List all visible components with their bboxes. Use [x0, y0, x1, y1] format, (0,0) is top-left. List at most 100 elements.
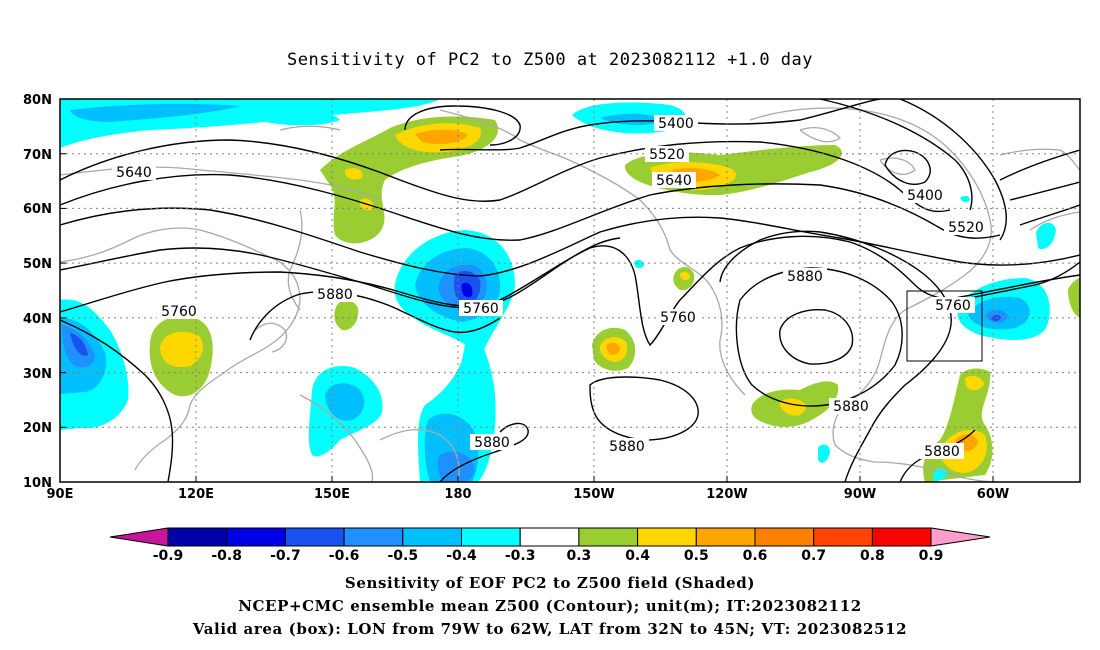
shade-region — [461, 282, 473, 298]
colorbar-label: -0.6 — [329, 548, 360, 564]
coastline — [254, 322, 288, 353]
contour-line — [60, 139, 951, 213]
colorbar-swatch — [813, 527, 873, 547]
contour-label: 5400 — [907, 188, 943, 204]
contour-label: 5880 — [317, 287, 353, 303]
colorbar-label: 0.6 — [743, 548, 768, 564]
z500-contours — [60, 99, 1080, 482]
colorbar-label: 0.9 — [919, 548, 944, 564]
shade-region — [932, 468, 948, 482]
colorbar-label: -0.3 — [505, 548, 536, 564]
contour-label: 5880 — [787, 269, 823, 285]
contour-line — [60, 235, 1080, 347]
lon-label: 120W — [706, 487, 747, 502]
contour-label: 5400 — [658, 116, 694, 132]
tick-marks — [60, 153, 994, 482]
contour-label: 5880 — [924, 444, 960, 460]
coastline — [1029, 211, 1080, 231]
contour-line — [899, 99, 1008, 241]
coastlines — [60, 107, 1080, 482]
shade-region — [965, 376, 984, 391]
contour-label: 5640 — [656, 173, 692, 189]
contour-label: 5760 — [463, 301, 499, 317]
shade-region — [960, 195, 970, 203]
shade-region — [415, 129, 468, 144]
colorbar-swatch — [402, 527, 462, 547]
shade-region — [70, 103, 240, 122]
colorbar-label: -0.7 — [270, 548, 301, 564]
contour-label: 5760 — [660, 310, 696, 326]
lat-label: 50N — [23, 257, 52, 272]
colorbar-label: -0.9 — [153, 548, 184, 564]
colorbar-label: -0.8 — [211, 548, 242, 564]
colorbar-swatch — [226, 527, 286, 547]
longitude-labels: 90E 120E 150E 180 150W 120W 90W 60W — [47, 487, 1010, 502]
chart-title: Sensitivity of PC2 to Z500 at 2023082112… — [286, 50, 813, 70]
colorbar-swatch — [167, 527, 228, 547]
contour-line — [60, 173, 1001, 241]
coastline — [999, 148, 1080, 171]
shade-region — [250, 107, 340, 126]
coastline — [439, 109, 746, 396]
contour-line — [60, 207, 1080, 277]
contour-label: 5880 — [474, 435, 510, 451]
colorbar-swatch — [519, 527, 580, 547]
lat-label: 30N — [23, 367, 52, 382]
lon-label: 150W — [573, 487, 614, 502]
coastline — [379, 428, 460, 482]
lon-label: 120E — [178, 487, 214, 502]
shade-region — [70, 333, 88, 356]
contour-label: 5520 — [649, 147, 685, 163]
contour-line — [439, 99, 881, 151]
shade-region — [680, 271, 690, 281]
contour-label: 5640 — [116, 165, 152, 181]
colorbar-swatch — [871, 527, 932, 547]
colorbar-label: 0.5 — [684, 548, 709, 564]
contour-line — [439, 422, 529, 482]
contour-line — [719, 230, 952, 482]
shade-region — [334, 299, 359, 331]
colorbar-swatch — [284, 527, 345, 547]
lat-label: 20N — [23, 421, 52, 436]
colorbar-label: 0.8 — [860, 548, 885, 564]
colorbar-label: 0.7 — [801, 548, 826, 564]
contour-line — [589, 376, 699, 441]
coastline — [799, 127, 842, 143]
lat-label: 80N — [23, 93, 52, 108]
coastline — [879, 157, 916, 175]
contour-line — [1009, 181, 1080, 201]
caption-valid-area: Valid area (box): LON from 79W to 62W, L… — [192, 620, 908, 638]
contour-label: 5760 — [935, 298, 971, 314]
colorbar-swatch — [461, 527, 521, 547]
shade-region — [818, 444, 830, 463]
colorbar-swatch — [343, 527, 404, 547]
contour-line — [1019, 204, 1080, 226]
colorbar-swatch — [754, 527, 815, 547]
lat-label: 10N — [23, 476, 52, 491]
latitude-labels: 80N 70N 60N 50N 40N 30N 20N 10N — [23, 93, 52, 491]
contour-line — [60, 319, 174, 482]
coastline — [299, 394, 374, 482]
colorbar — [109, 527, 991, 547]
colorbar-label: 0.4 — [625, 548, 650, 564]
lon-label: 180 — [444, 487, 471, 502]
colorbar-low-arrow — [109, 527, 169, 547]
colorbar-high-arrow — [930, 527, 991, 547]
coastline — [60, 227, 301, 471]
contour-line — [404, 105, 521, 146]
caption-shading: Sensitivity of EOF PC2 to Z500 field (Sh… — [344, 574, 756, 592]
contour-labels: 5400 5520 5640 5640 5400 5520 5760 5880 … — [112, 115, 988, 460]
lon-label: 60W — [977, 487, 1009, 502]
colorbar-swatch — [578, 527, 639, 547]
colorbar-label: -0.4 — [446, 548, 477, 564]
colorbar-swatch — [695, 527, 756, 547]
lon-label: 150E — [314, 487, 350, 502]
contour-line — [779, 308, 854, 365]
contour-line — [999, 149, 1080, 181]
contour-line — [959, 261, 1080, 301]
contour-label: 5760 — [161, 304, 197, 320]
contour-line — [249, 291, 501, 341]
shade-region — [160, 331, 204, 368]
coastline — [287, 209, 303, 311]
